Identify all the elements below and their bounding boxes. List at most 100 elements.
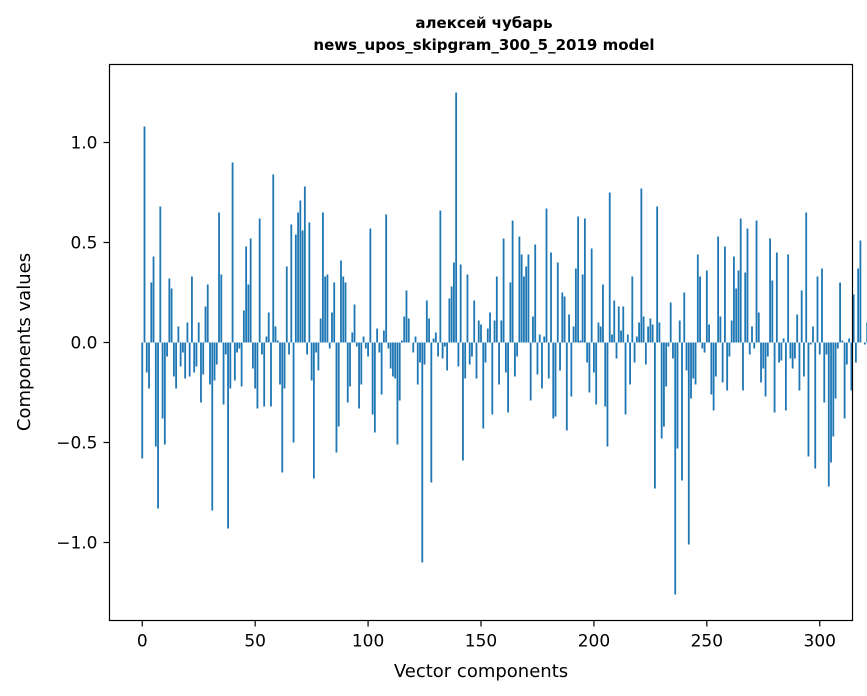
bar-230 bbox=[660, 342, 663, 439]
bar-264 bbox=[737, 270, 740, 343]
bar-148 bbox=[475, 342, 478, 379]
bar-113 bbox=[396, 342, 399, 445]
bar-141 bbox=[459, 264, 462, 343]
bar-207 bbox=[608, 192, 611, 343]
bar-19 bbox=[184, 342, 187, 379]
bar-219 bbox=[635, 336, 638, 343]
bar-279 bbox=[771, 280, 774, 343]
y-tick-label: 0.0 bbox=[70, 334, 97, 354]
bar-252 bbox=[710, 342, 713, 395]
bar-238 bbox=[678, 320, 681, 343]
bar-227 bbox=[653, 342, 656, 489]
bar-266 bbox=[742, 342, 744, 391]
bar-274 bbox=[760, 342, 762, 383]
bar-278 bbox=[769, 238, 771, 343]
bar-201 bbox=[595, 342, 598, 405]
bar-246 bbox=[696, 254, 699, 343]
bar-170 bbox=[525, 266, 528, 343]
bar-273 bbox=[757, 312, 760, 343]
y-tick-label: 1.0 bbox=[70, 134, 97, 154]
bar-50 bbox=[254, 342, 257, 389]
bar-100 bbox=[367, 342, 369, 357]
bar-169 bbox=[523, 276, 525, 343]
bar-93 bbox=[351, 332, 354, 343]
bar-167 bbox=[518, 236, 521, 343]
bar-259 bbox=[726, 342, 729, 391]
bar-20 bbox=[186, 322, 189, 343]
bar-313 bbox=[848, 338, 851, 343]
bar-130 bbox=[434, 332, 437, 343]
bar-163 bbox=[509, 282, 512, 343]
bar-67 bbox=[292, 342, 295, 443]
bar-118 bbox=[407, 318, 410, 343]
bar-231 bbox=[663, 342, 665, 427]
bar-34 bbox=[218, 212, 220, 343]
bar-180 bbox=[547, 342, 550, 379]
bar-213 bbox=[622, 306, 625, 343]
bar-41 bbox=[233, 342, 236, 381]
bar-233 bbox=[667, 342, 670, 347]
bar-303 bbox=[825, 342, 828, 355]
bar-314 bbox=[850, 342, 853, 391]
bar-150 bbox=[480, 324, 482, 343]
bar-59 bbox=[274, 326, 277, 343]
bar-15 bbox=[175, 342, 178, 389]
bar-3 bbox=[148, 342, 150, 389]
bar-271 bbox=[753, 342, 756, 349]
bar-105 bbox=[378, 342, 381, 353]
bar-70 bbox=[299, 200, 302, 343]
bar-154 bbox=[489, 312, 491, 343]
bar-307 bbox=[834, 342, 837, 399]
plot-frame bbox=[108, 63, 854, 622]
bar-72 bbox=[303, 186, 306, 343]
x-tick-label: 300 bbox=[804, 632, 836, 652]
bar-175 bbox=[536, 342, 539, 375]
bar-53 bbox=[261, 342, 263, 355]
bar-215 bbox=[626, 334, 629, 343]
bar-7 bbox=[157, 342, 159, 509]
bar-71 bbox=[301, 230, 304, 343]
bar-222 bbox=[642, 316, 645, 343]
bar-128 bbox=[430, 342, 433, 483]
bar-82 bbox=[326, 274, 329, 343]
bar-240 bbox=[683, 292, 686, 343]
bar-225 bbox=[649, 318, 652, 343]
bar-4 bbox=[150, 282, 153, 343]
bar-101 bbox=[369, 228, 372, 343]
y-axis-label: Components values bbox=[14, 253, 35, 431]
bar-193 bbox=[577, 216, 580, 343]
bar-17 bbox=[179, 342, 182, 367]
bar-114 bbox=[398, 342, 401, 401]
bar-195 bbox=[581, 274, 584, 343]
bar-236 bbox=[674, 342, 677, 595]
y-tick-label: −1.0 bbox=[56, 534, 97, 554]
bar-200 bbox=[593, 342, 595, 373]
bar-133 bbox=[441, 342, 444, 359]
bar-39 bbox=[229, 342, 232, 389]
bar-156 bbox=[493, 320, 496, 343]
bar-35 bbox=[220, 274, 223, 343]
bar-176 bbox=[538, 334, 541, 343]
bar-229 bbox=[658, 322, 661, 343]
bar-309 bbox=[839, 282, 841, 343]
bar-297 bbox=[812, 326, 814, 343]
x-tick-label: 50 bbox=[244, 632, 266, 652]
bar-290 bbox=[796, 314, 799, 343]
bar-204 bbox=[602, 284, 604, 343]
bar-12 bbox=[168, 278, 171, 343]
bar-249 bbox=[703, 342, 706, 353]
bar-244 bbox=[692, 342, 695, 379]
bar-284 bbox=[782, 338, 785, 343]
bar-38 bbox=[227, 342, 229, 529]
bar-60 bbox=[276, 340, 279, 343]
bar-92 bbox=[349, 342, 351, 387]
bar-42 bbox=[236, 342, 238, 353]
bar-21 bbox=[188, 342, 191, 377]
bar-48 bbox=[249, 238, 252, 343]
bar-281 bbox=[775, 252, 778, 343]
bar-166 bbox=[516, 342, 519, 357]
bar-138 bbox=[453, 262, 455, 343]
bar-112 bbox=[394, 342, 397, 379]
